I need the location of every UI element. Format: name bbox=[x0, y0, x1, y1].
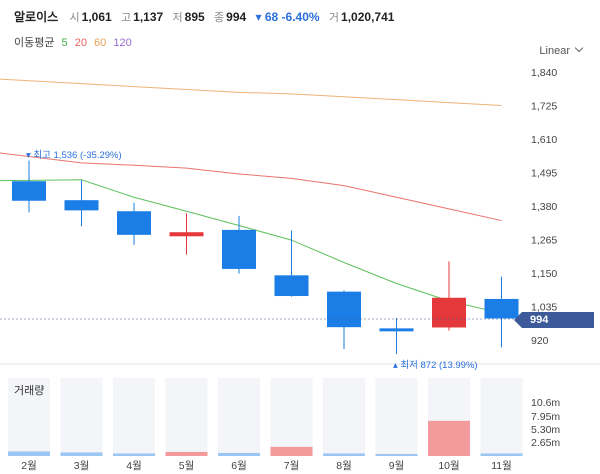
high-annotation: ▾ 최고 1,536 (-35.29%) bbox=[26, 150, 122, 161]
x-tick-label: 10월 bbox=[438, 460, 459, 472]
stock-name: 알로이스 bbox=[14, 10, 59, 24]
candle-body bbox=[484, 298, 519, 319]
candle-body bbox=[169, 232, 204, 237]
volume-bg bbox=[8, 378, 50, 456]
y-tick-label: 1,035 bbox=[531, 302, 557, 314]
y-tick-label: 1,725 bbox=[531, 101, 557, 113]
volume-bg bbox=[218, 378, 260, 456]
volume-tick-label: 2.65m bbox=[531, 437, 560, 449]
ma-60: 60 bbox=[94, 37, 107, 49]
low-value: 895 bbox=[184, 10, 205, 24]
ma-120: 120 bbox=[113, 37, 132, 49]
x-tick-label: 11월 bbox=[491, 460, 512, 472]
y-tick-label: 1,150 bbox=[531, 268, 557, 280]
open-label: 시 bbox=[69, 12, 80, 24]
volume-bg bbox=[165, 378, 208, 456]
price-header: 알로이스 시 1,061 고 1,137 저 895 종 994 ▾ 68 -6.40%… bbox=[14, 8, 400, 25]
current-price-tag: 994 bbox=[514, 312, 594, 328]
volume-bar bbox=[480, 453, 523, 456]
volume-bg bbox=[375, 378, 418, 456]
ma-title: 이동평균 bbox=[14, 37, 55, 49]
y-tick-label: 1,495 bbox=[531, 168, 557, 180]
volume-tick-label: 10.6m bbox=[531, 397, 560, 409]
x-tick-label: 4월 bbox=[126, 460, 142, 472]
x-tick-label: 9월 bbox=[389, 460, 405, 472]
ma20-line bbox=[0, 152, 502, 222]
high-label: 고 bbox=[121, 12, 132, 24]
y-tick-label: 920 bbox=[531, 335, 549, 347]
x-tick-label: 8월 bbox=[336, 460, 352, 472]
volume-label: 거 bbox=[328, 12, 340, 24]
volume-title: 거래량 bbox=[14, 385, 45, 397]
y-tick-label: 1,610 bbox=[531, 134, 557, 146]
volume-bar bbox=[8, 451, 50, 456]
candle-body bbox=[12, 181, 46, 201]
scale-selector[interactable]: Linear bbox=[539, 43, 584, 57]
volume-bar bbox=[270, 446, 313, 456]
volume-bar bbox=[323, 453, 365, 456]
close-value: 994 bbox=[226, 10, 247, 24]
candle-body bbox=[379, 328, 414, 332]
volume-bar bbox=[165, 451, 208, 456]
volume-bg bbox=[113, 378, 155, 456]
open-value: 1,061 bbox=[81, 10, 112, 24]
y-tick-label: 1,840 bbox=[531, 67, 557, 79]
x-tick-label: 7월 bbox=[284, 460, 300, 472]
volume-tick-label: 5.30m bbox=[531, 424, 560, 436]
candle-body bbox=[327, 291, 361, 328]
volume-value: 1,020,741 bbox=[341, 10, 395, 24]
ma60-line bbox=[0, 78, 502, 106]
ma-20: 20 bbox=[74, 37, 87, 49]
x-tick-label: 3월 bbox=[74, 460, 90, 472]
close-label: 종 bbox=[214, 12, 225, 24]
low-annotation: ▴ 최저 872 (13.99%) bbox=[393, 360, 478, 371]
candle-body bbox=[117, 211, 151, 235]
low-label: 저 bbox=[172, 12, 183, 24]
candle-body bbox=[64, 200, 99, 211]
volume-bg bbox=[60, 378, 103, 456]
volume-bg bbox=[323, 378, 365, 456]
volume-bg bbox=[480, 378, 523, 456]
volume-bar bbox=[113, 453, 155, 456]
candle-body bbox=[274, 275, 309, 297]
change-value: ▾ 68 -6.40% bbox=[255, 10, 320, 24]
candle-body bbox=[432, 297, 466, 328]
volume-bar bbox=[428, 420, 470, 456]
scale-value: Linear bbox=[539, 45, 570, 57]
volume-tick-label: 7.95m bbox=[531, 411, 560, 423]
moving-average-legend[interactable]: 이동평균 5 20 60 120 bbox=[14, 34, 136, 50]
volume-bar bbox=[375, 453, 418, 456]
ma-5: 5 bbox=[61, 37, 68, 49]
x-tick-label: 5월 bbox=[179, 460, 195, 472]
high-value: 1,137 bbox=[133, 10, 164, 24]
y-tick-label: 1,380 bbox=[531, 201, 557, 213]
x-tick-label: 6월 bbox=[231, 460, 247, 472]
y-tick-label: 1,265 bbox=[531, 235, 557, 247]
candle-body bbox=[222, 229, 256, 269]
x-tick-label: 2월 bbox=[21, 460, 37, 472]
volume-bg bbox=[270, 378, 313, 456]
volume-bar bbox=[60, 452, 103, 456]
volume-bar bbox=[218, 452, 260, 456]
